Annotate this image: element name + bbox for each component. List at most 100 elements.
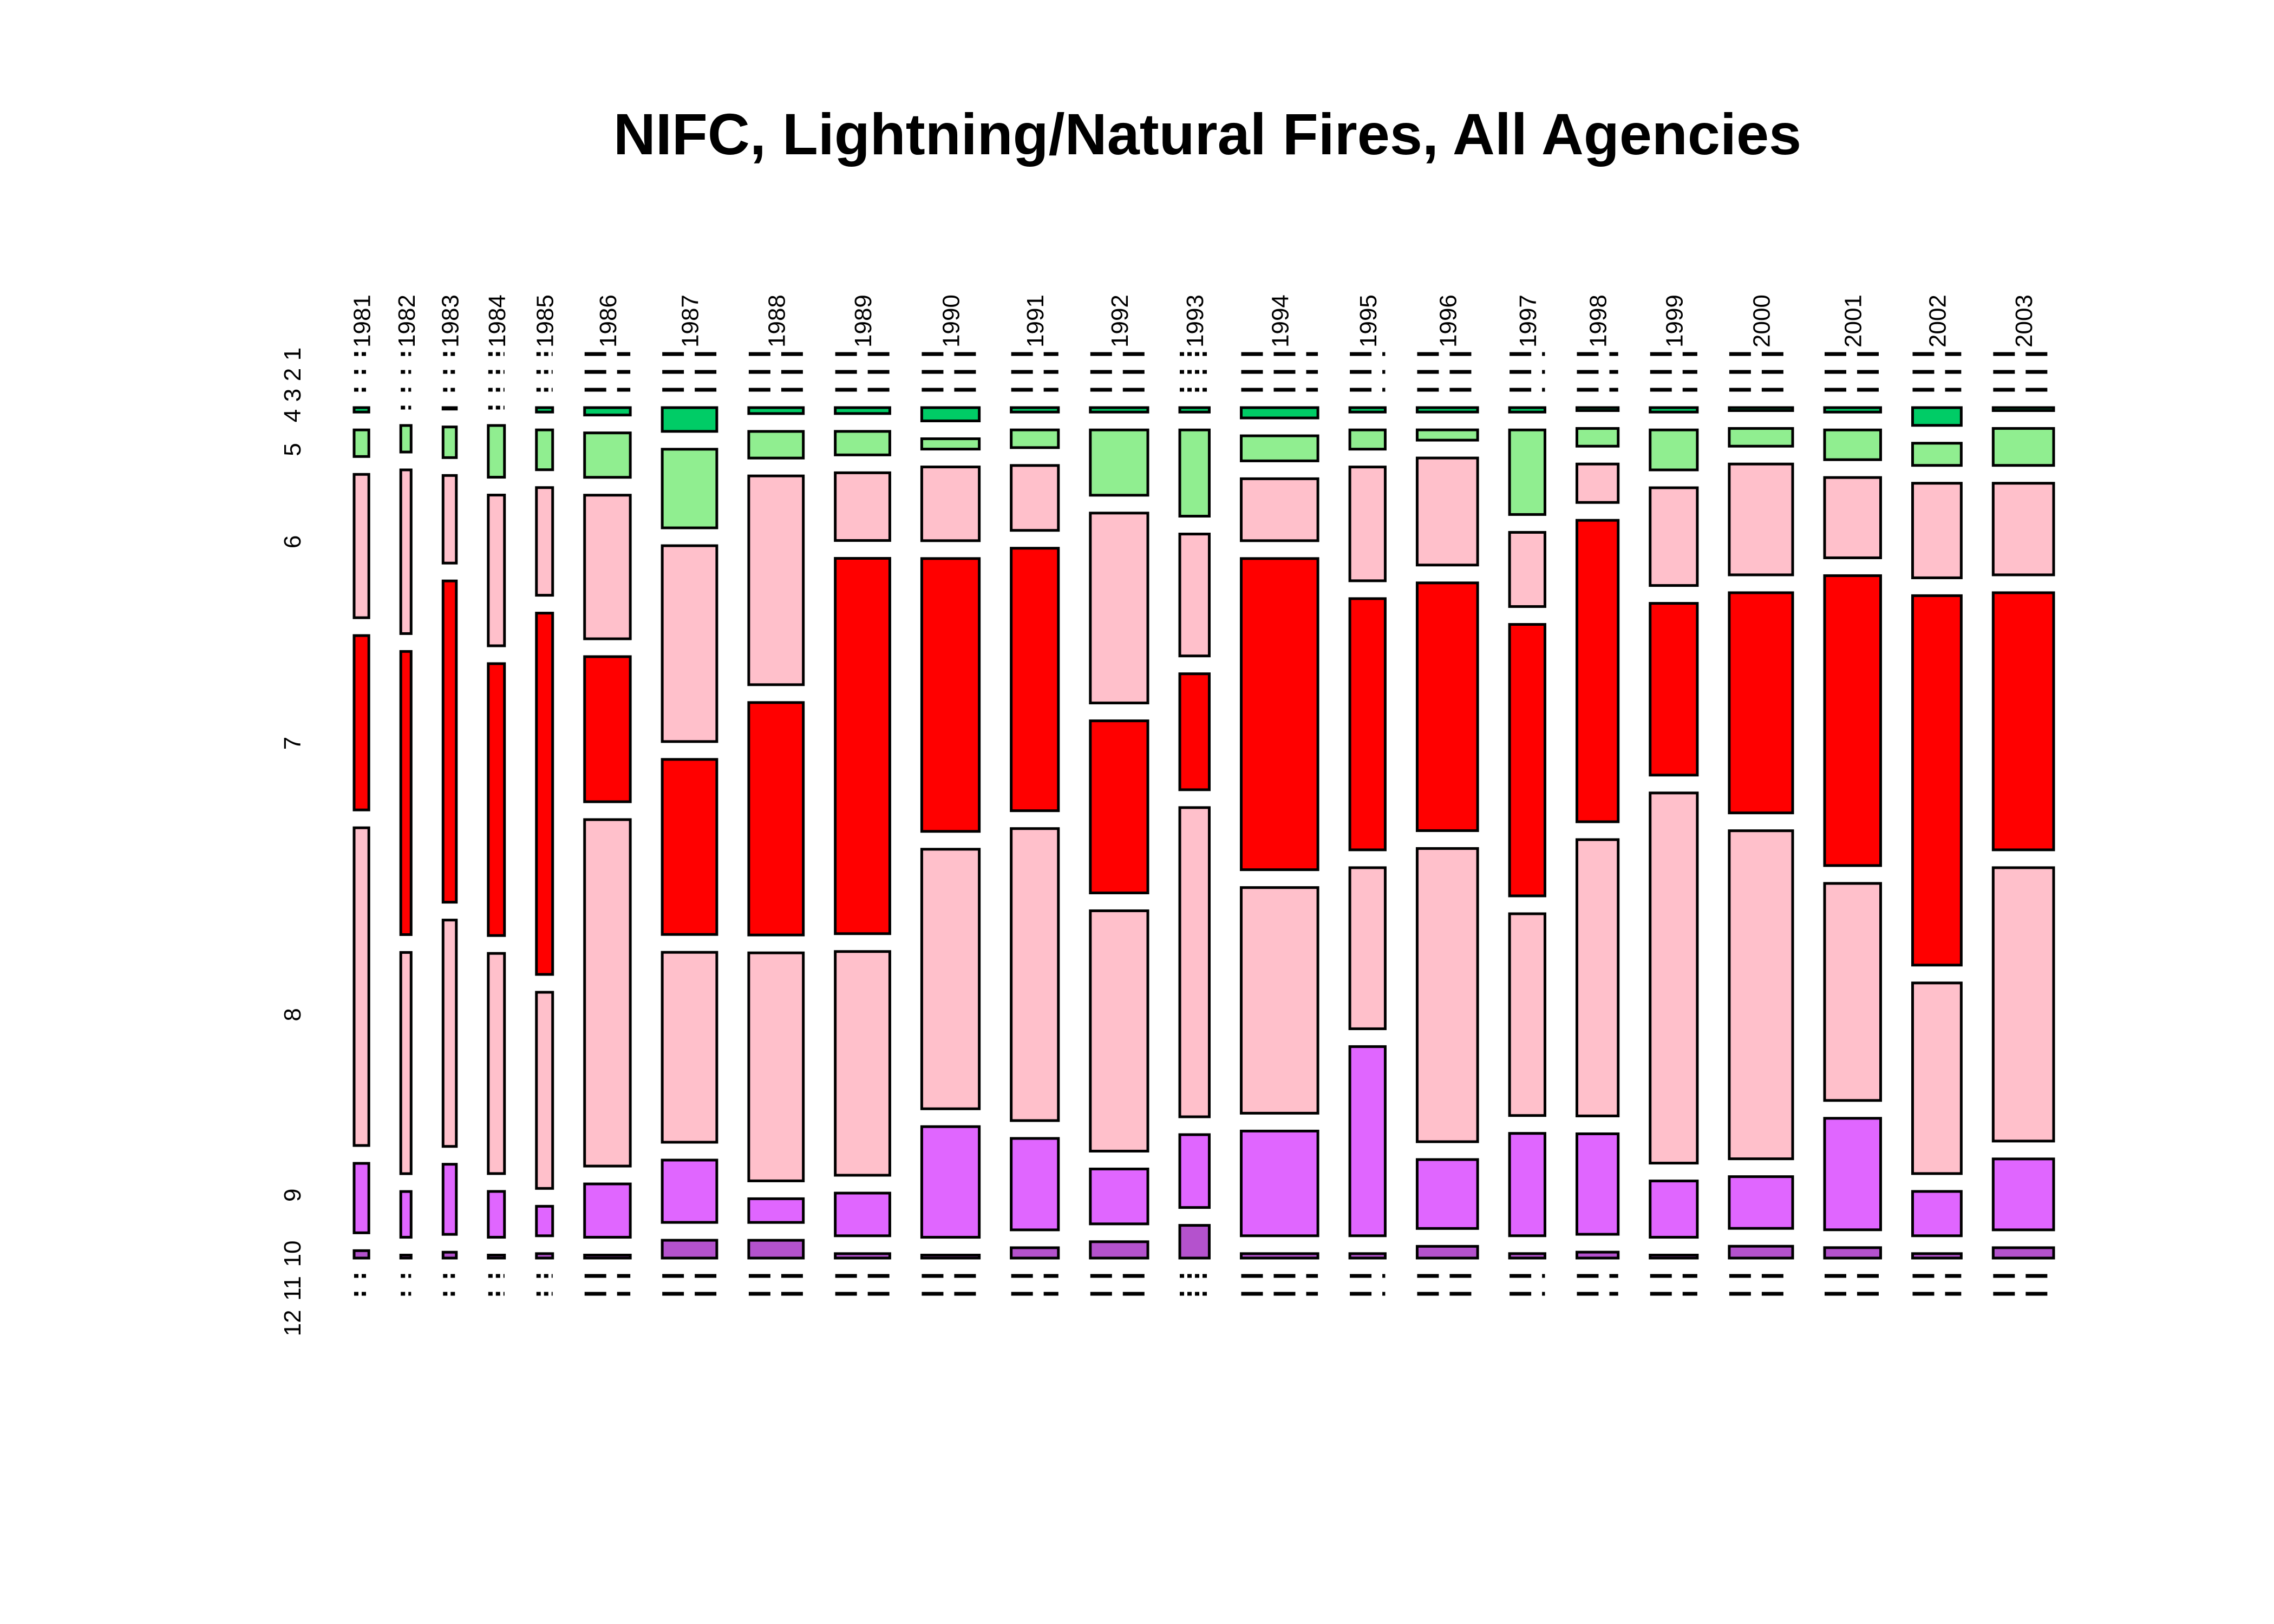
cell-2003-month-4 — [1991, 406, 2055, 412]
cell-1991-month-7 — [1010, 547, 1060, 813]
cell-1983-month-8 — [441, 919, 458, 1148]
cell-1987-month-10 — [661, 1239, 718, 1260]
year-label: 1981 — [349, 294, 376, 348]
year-label: 1984 — [484, 294, 511, 348]
cell-1996-month-9 — [1415, 1158, 1479, 1230]
cell-1984-month-5 — [487, 424, 506, 479]
cell-1991-month-5 — [1010, 428, 1060, 449]
month-label: 9 — [279, 1189, 306, 1202]
cell-1993-month-10 — [1178, 1224, 1211, 1260]
year-labels: 1981 1982 1983 1984 1985 1986 1987 1988 1989 1990… — [349, 294, 2038, 348]
cell-1981-month-4 — [352, 406, 370, 414]
cell-1988-month-4 — [747, 406, 805, 415]
month-label: 5 — [279, 443, 306, 456]
cell-1993-month-9 — [1178, 1133, 1211, 1209]
cell-1984-month-8 — [487, 952, 506, 1175]
cell-1991-month-8 — [1010, 827, 1060, 1122]
cell-2002-month-8 — [1911, 981, 1963, 1175]
cell-2003-month-9 — [1991, 1157, 2055, 1232]
cell-1998-month-8 — [1575, 838, 1620, 1117]
cell-2003-month-5 — [1991, 427, 2055, 467]
cell-1986-month-4 — [583, 406, 632, 417]
cell-1987-month-5 — [661, 448, 718, 529]
cell-1989-month-7 — [834, 556, 891, 935]
cell-1998-month-6 — [1575, 462, 1620, 504]
cell-1986-month-8 — [583, 818, 632, 1168]
cell-1984-month-9 — [487, 1190, 506, 1239]
cell-2002-month-6 — [1911, 482, 1963, 579]
cell-1995-month-7 — [1348, 597, 1387, 852]
cell-1982-month-8 — [399, 951, 413, 1175]
cell-1998-month-4 — [1575, 406, 1620, 412]
cell-1989-month-5 — [834, 430, 891, 456]
cell-1997-month-5 — [1508, 428, 1546, 516]
year-label: 1983 — [437, 294, 464, 348]
cell-2000-month-5 — [1728, 427, 1794, 448]
cell-1994-month-4 — [1239, 406, 1319, 420]
cell-1985-month-4 — [535, 406, 554, 414]
cell-1990-month-5 — [920, 437, 981, 451]
cell-1982-month-5 — [399, 424, 413, 454]
year-label: 1997 — [1515, 294, 1541, 348]
cell-1987-month-4 — [661, 406, 718, 433]
cell-2002-month-5 — [1911, 442, 1963, 467]
cell-1987-month-7 — [661, 758, 718, 936]
cell-1988-month-8 — [747, 951, 805, 1182]
cell-1999-month-10 — [1649, 1254, 1699, 1260]
cell-1990-month-8 — [920, 848, 981, 1110]
cell-1985-month-8 — [535, 991, 554, 1190]
cell-1995-month-10 — [1348, 1252, 1387, 1260]
month-label: 7 — [279, 737, 306, 750]
cell-1995-month-4 — [1348, 406, 1387, 414]
cell-1982-month-6 — [399, 468, 413, 635]
cell-2003-month-6 — [1991, 482, 2055, 577]
cell-1993-month-4 — [1178, 406, 1211, 414]
cell-1985-month-7 — [535, 612, 554, 976]
cell-1993-month-6 — [1178, 533, 1211, 658]
cell-2001-month-10 — [1823, 1246, 1882, 1260]
cell-1987-month-9 — [661, 1158, 718, 1224]
cell-1986-month-7 — [583, 655, 632, 803]
month-label: 12 — [279, 1310, 306, 1337]
cell-1997-month-6 — [1508, 531, 1546, 608]
month-label: 2 — [279, 368, 306, 381]
chart-title: NIFC, Lightning/Natural Fires, All Agenc… — [613, 101, 1801, 167]
cell-1989-month-10 — [834, 1252, 891, 1260]
cell-1997-month-4 — [1508, 406, 1546, 414]
cell-1983-month-5 — [441, 425, 458, 459]
cell-1991-month-10 — [1010, 1246, 1060, 1260]
cell-1992-month-6 — [1089, 512, 1149, 705]
cell-2002-month-9 — [1911, 1190, 1963, 1237]
month-label: 10 — [279, 1241, 306, 1267]
cell-1988-month-6 — [747, 474, 805, 686]
cell-2000-month-6 — [1728, 462, 1794, 577]
cell-2002-month-4 — [1911, 406, 1963, 427]
year-label: 1986 — [595, 294, 622, 348]
cell-1993-month-5 — [1178, 428, 1211, 518]
cell-1998-month-9 — [1575, 1132, 1620, 1236]
cell-1989-month-4 — [834, 406, 891, 415]
cell-1986-month-9 — [583, 1182, 632, 1239]
cell-1996-month-10 — [1415, 1245, 1479, 1260]
cell-1994-month-10 — [1239, 1252, 1319, 1260]
cell-1996-month-7 — [1415, 581, 1479, 832]
cell-1994-month-7 — [1239, 557, 1319, 872]
cell-1997-month-9 — [1508, 1132, 1546, 1237]
cell-1997-month-7 — [1508, 623, 1546, 898]
year-label: 1996 — [1435, 294, 1461, 348]
cell-1992-month-8 — [1089, 909, 1149, 1152]
cell-1984-month-7 — [487, 662, 506, 937]
cell-1982-month-7 — [399, 650, 413, 936]
cell-1991-month-6 — [1010, 464, 1060, 532]
cell-2001-month-4 — [1823, 406, 1882, 414]
cell-2001-month-9 — [1823, 1117, 1882, 1232]
cell-1987-month-8 — [661, 951, 718, 1144]
cell-1990-month-9 — [920, 1125, 981, 1239]
cell-1994-month-5 — [1239, 434, 1319, 462]
cell-1997-month-10 — [1508, 1252, 1546, 1260]
cell-1981-month-7 — [352, 634, 370, 811]
cell-1993-month-7 — [1178, 672, 1211, 791]
cell-2001-month-7 — [1823, 574, 1882, 867]
month-label: 11 — [279, 1276, 306, 1301]
